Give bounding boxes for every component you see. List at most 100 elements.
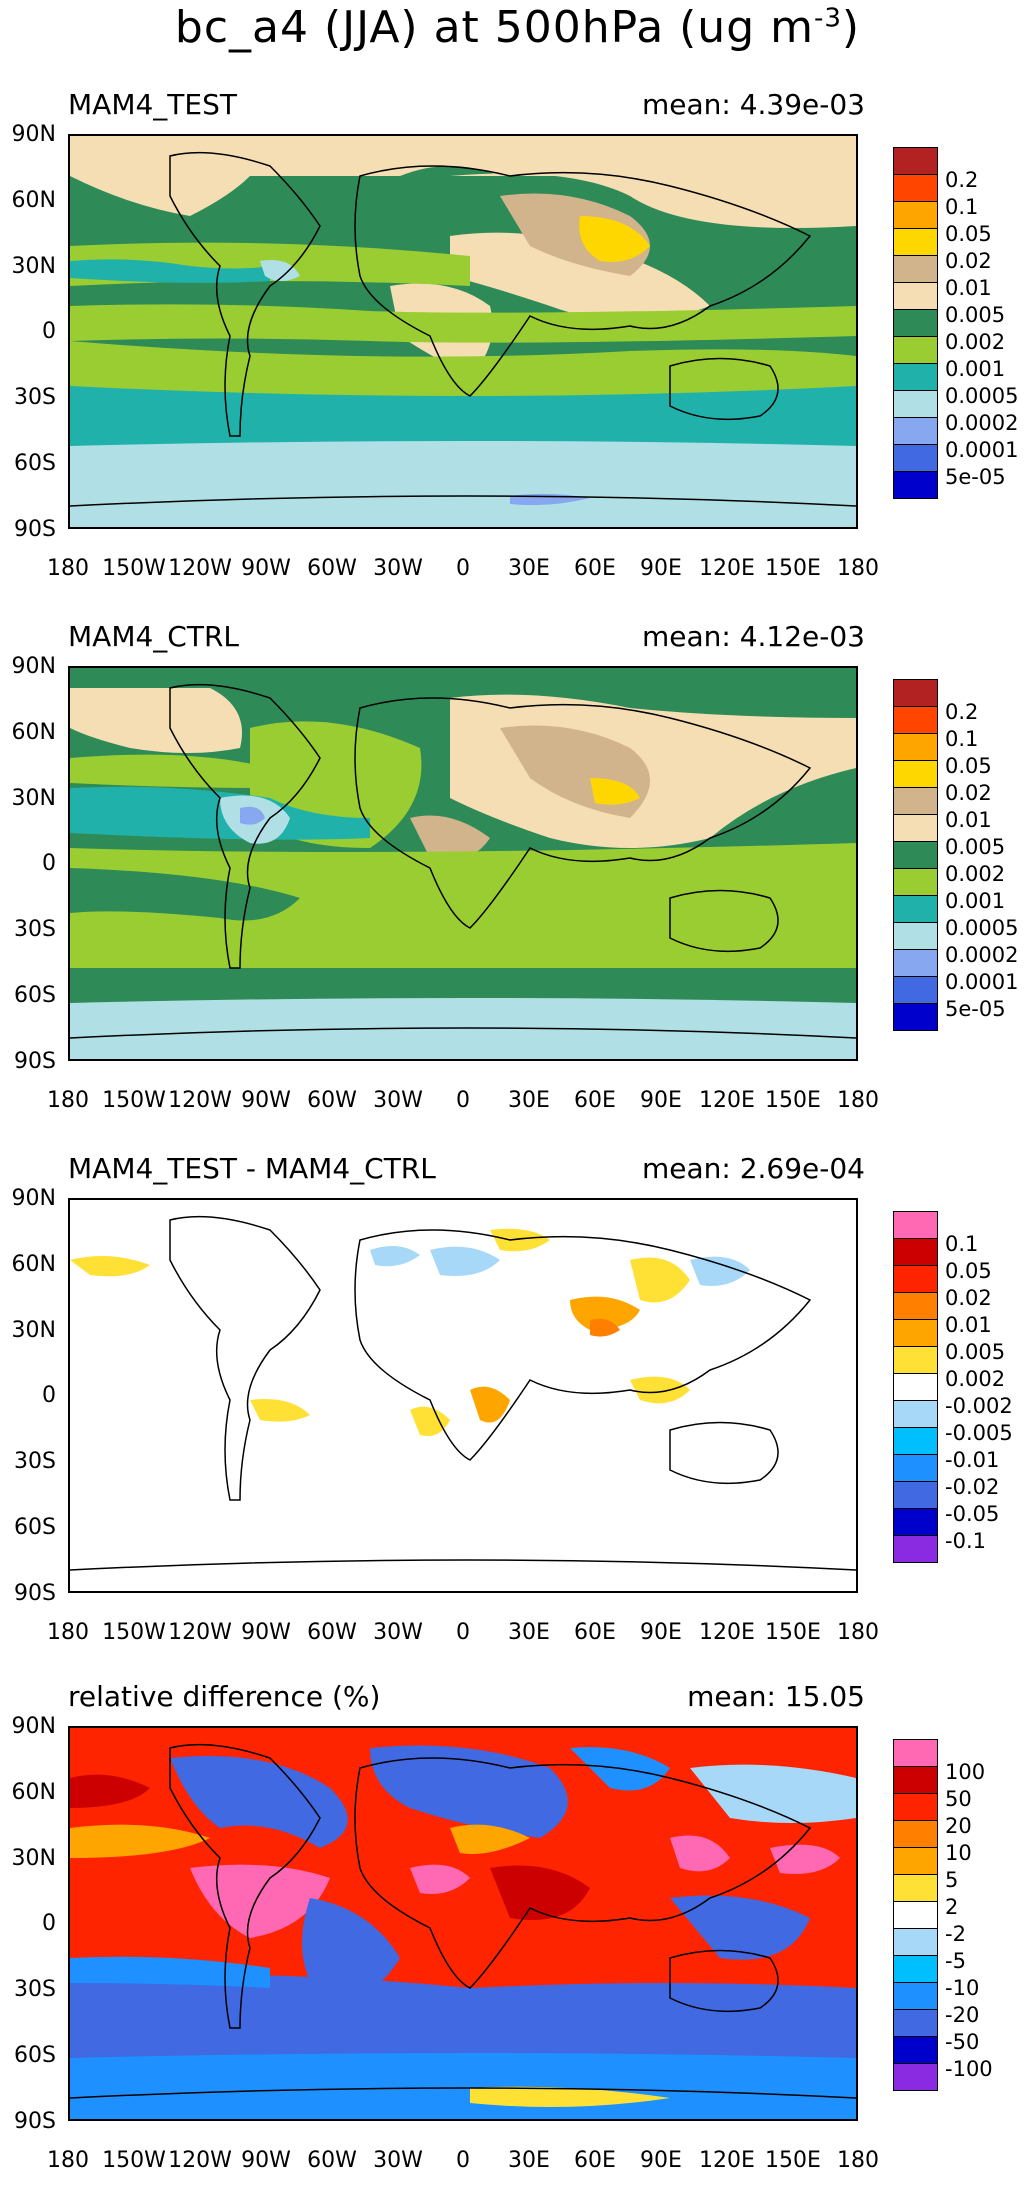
panel-title: relative difference (%) bbox=[68, 1680, 381, 1713]
lat-tick-label: 60N bbox=[11, 720, 56, 745]
lat-tick-label: 30N bbox=[11, 1846, 56, 1871]
lat-tick-label: 90S bbox=[14, 1049, 56, 1074]
lon-tick-label: 150E bbox=[765, 2148, 821, 2173]
legend-label: -0.05 bbox=[945, 1502, 1000, 1526]
legend-label: 0.002 bbox=[945, 862, 1006, 886]
lat-tick-label: 30N bbox=[11, 254, 56, 279]
lon-tick-label: 150E bbox=[765, 1620, 821, 1645]
lon-tick-label: 90W bbox=[241, 1088, 291, 1113]
lon-tick-label: 120E bbox=[699, 556, 755, 581]
color-legend bbox=[893, 147, 938, 499]
lon-tick-label: 180 bbox=[47, 1088, 89, 1113]
lon-tick-label: 60E bbox=[574, 1620, 616, 1645]
lat-tick-label: 90N bbox=[11, 122, 56, 147]
lon-tick-label: 30W bbox=[373, 1620, 423, 1645]
legend-label: 0.005 bbox=[945, 835, 1006, 859]
lon-tick-label: 90W bbox=[241, 2148, 291, 2173]
panel-mean: mean: 15.05 bbox=[687, 1680, 865, 1713]
lon-tick-label: 90E bbox=[640, 556, 682, 581]
lon-tick-label: 180 bbox=[47, 2148, 89, 2173]
panel-mam4-ctrl: MAM4_CTRL mean: 4.12e-03 bbox=[0, 620, 1035, 1150]
lon-tick-label: 90W bbox=[241, 1620, 291, 1645]
lat-tick-label: 0 bbox=[42, 1383, 56, 1408]
lon-tick-label: 150W bbox=[102, 2148, 166, 2173]
legend-label: 0.001 bbox=[945, 889, 1006, 913]
lat-tick-label: 30S bbox=[14, 917, 56, 942]
lat-tick-label: 30S bbox=[14, 385, 56, 410]
map-plot bbox=[68, 666, 858, 1061]
lon-tick-label: 0 bbox=[456, 2148, 470, 2173]
lon-tick-label: 120W bbox=[168, 556, 232, 581]
lat-tick-label: 90N bbox=[11, 1714, 56, 1739]
lon-tick-label: 90E bbox=[640, 2148, 682, 2173]
lat-tick-label: 60S bbox=[14, 451, 56, 476]
lon-tick-label: 180 bbox=[837, 1088, 879, 1113]
lat-tick-label: 60N bbox=[11, 188, 56, 213]
lon-tick-label: 150E bbox=[765, 556, 821, 581]
lon-tick-label: 0 bbox=[456, 1620, 470, 1645]
legend-label: -0.02 bbox=[945, 1475, 1000, 1499]
lon-tick-label: 90E bbox=[640, 1620, 682, 1645]
lon-tick-label: 30E bbox=[508, 1620, 550, 1645]
lon-tick-label: 30W bbox=[373, 2148, 423, 2173]
lon-tick-label: 60W bbox=[307, 2148, 357, 2173]
legend-label: 0.002 bbox=[945, 1367, 1006, 1391]
lon-tick-label: 30W bbox=[373, 1088, 423, 1113]
panel-mean: mean: 4.39e-03 bbox=[641, 88, 865, 121]
lon-tick-label: 180 bbox=[47, 556, 89, 581]
panel-title: MAM4_CTRL bbox=[68, 620, 239, 653]
legend-label: 50 bbox=[945, 1787, 972, 1811]
lat-tick-label: 30S bbox=[14, 1977, 56, 2002]
legend-label: -0.1 bbox=[945, 1529, 986, 1553]
legend-label: 20 bbox=[945, 1814, 972, 1838]
lon-tick-label: 180 bbox=[837, 556, 879, 581]
lon-tick-label: 150W bbox=[102, 556, 166, 581]
color-legend bbox=[893, 1211, 938, 1563]
lat-tick-label: 90S bbox=[14, 2109, 56, 2134]
lon-tick-label: 60W bbox=[307, 556, 357, 581]
lat-tick-label: 30S bbox=[14, 1449, 56, 1474]
map-plot bbox=[68, 1726, 858, 2121]
legend-label: 0.005 bbox=[945, 1340, 1006, 1364]
lon-tick-label: 120E bbox=[699, 2148, 755, 2173]
lon-tick-label: 0 bbox=[456, 1088, 470, 1113]
figure-title: bc_a4 (JJA) at 500hPa (ug m-3) bbox=[174, 2, 861, 53]
lon-tick-label: 150W bbox=[102, 1620, 166, 1645]
lon-tick-label: 90E bbox=[640, 1088, 682, 1113]
legend-label: 0.2 bbox=[945, 700, 979, 724]
legend-label: 10 bbox=[945, 1841, 972, 1865]
panel-title: MAM4_TEST bbox=[68, 88, 237, 121]
legend-label: 0.02 bbox=[945, 781, 992, 805]
map-plot bbox=[68, 134, 858, 529]
legend-label: -20 bbox=[945, 2003, 980, 2027]
lon-tick-label: 120E bbox=[699, 1088, 755, 1113]
lon-tick-label: 120W bbox=[168, 1088, 232, 1113]
lat-tick-label: 60S bbox=[14, 983, 56, 1008]
lon-tick-label: 30E bbox=[508, 2148, 550, 2173]
lat-tick-label: 60N bbox=[11, 1780, 56, 1805]
legend-label: 0.1 bbox=[945, 727, 979, 751]
panel-test-minus-ctrl: MAM4_TEST - MAM4_CTRL mean: 2.69e-04 bbox=[0, 1152, 1035, 1682]
lon-tick-label: 60W bbox=[307, 1088, 357, 1113]
lat-tick-label: 90N bbox=[11, 654, 56, 679]
legend-label: 0.02 bbox=[945, 1286, 992, 1310]
legend-label: -2 bbox=[945, 1922, 966, 1946]
legend-label: 0.05 bbox=[945, 1259, 992, 1283]
legend-label: 5 bbox=[945, 1868, 959, 1892]
lat-tick-label: 90N bbox=[11, 1186, 56, 1211]
legend-label: -0.005 bbox=[945, 1421, 1013, 1445]
color-legend bbox=[893, 679, 938, 1031]
lat-tick-label: 0 bbox=[42, 319, 56, 344]
legend-label: 0.05 bbox=[945, 754, 992, 778]
lat-tick-label: 90S bbox=[14, 517, 56, 542]
lat-tick-label: 0 bbox=[42, 1911, 56, 1936]
lon-tick-label: 60E bbox=[574, 2148, 616, 2173]
legend-label: 5e-05 bbox=[945, 465, 1006, 489]
panel-mean: mean: 2.69e-04 bbox=[641, 1152, 865, 1185]
legend-label: 0.0001 bbox=[945, 970, 1019, 994]
legend-label: 0.1 bbox=[945, 195, 979, 219]
legend-label: 2 bbox=[945, 1895, 959, 1919]
lon-tick-label: 0 bbox=[456, 556, 470, 581]
legend-label: -0.002 bbox=[945, 1394, 1013, 1418]
legend-label: 0.0005 bbox=[945, 916, 1019, 940]
